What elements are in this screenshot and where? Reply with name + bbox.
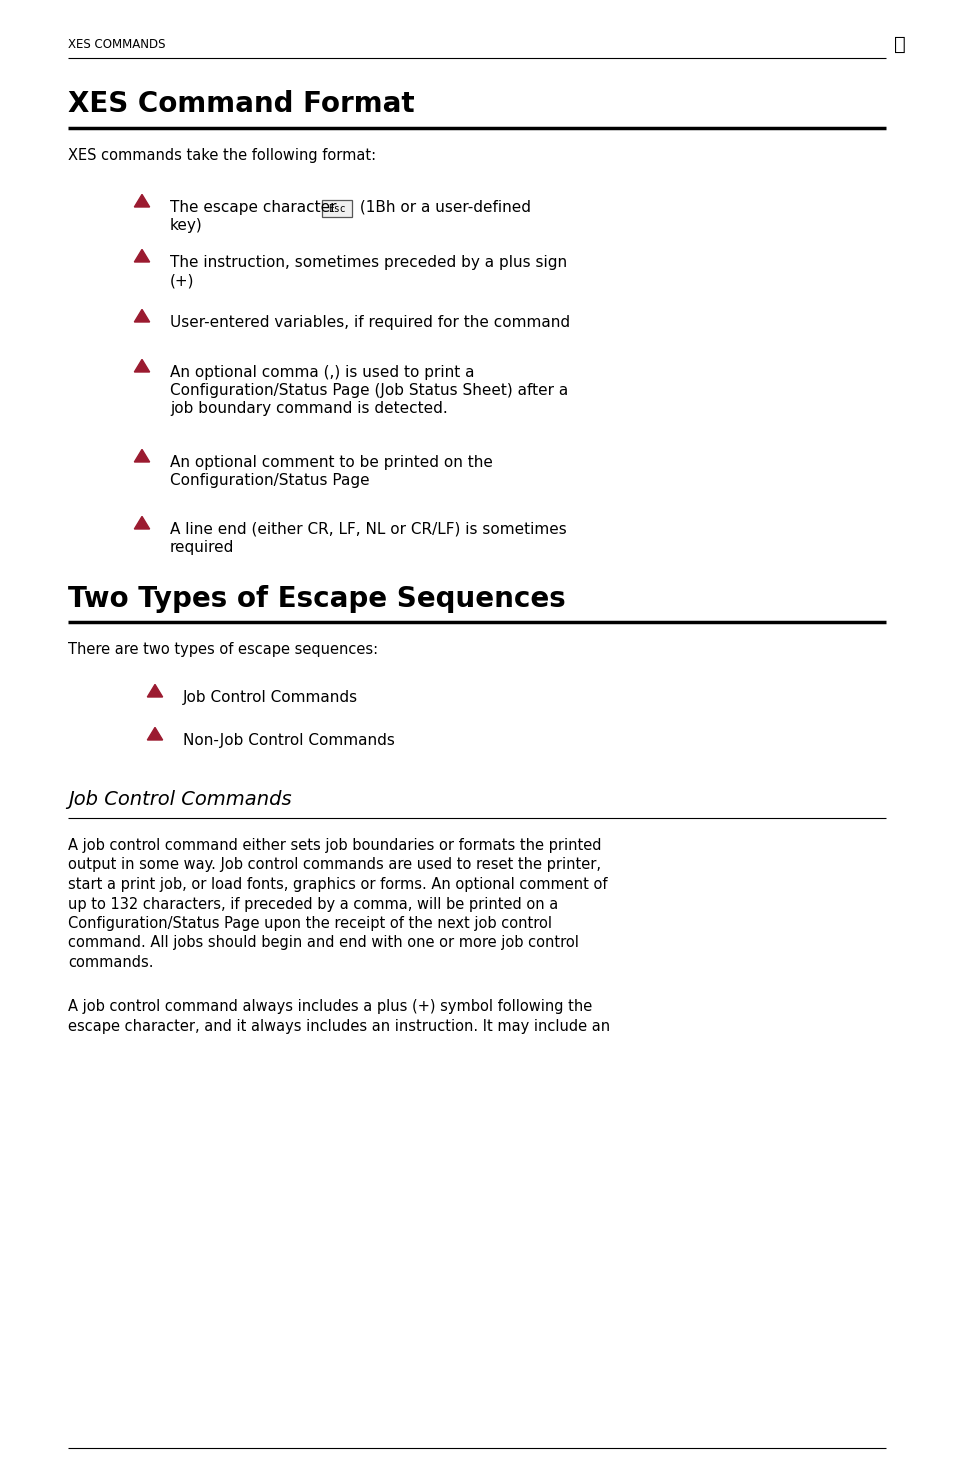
Polygon shape: [134, 249, 150, 263]
Polygon shape: [134, 450, 150, 462]
Text: A job control command either sets job boundaries or formats the printed: A job control command either sets job bo…: [68, 838, 601, 853]
Text: (1Bh or a user-defined: (1Bh or a user-defined: [355, 201, 531, 215]
Polygon shape: [134, 360, 150, 372]
Text: Configuration/Status Page: Configuration/Status Page: [170, 473, 369, 488]
Text: 🖨: 🖨: [893, 35, 905, 55]
Polygon shape: [134, 310, 150, 322]
Text: An optional comment to be printed on the: An optional comment to be printed on the: [170, 454, 493, 471]
Text: The escape character: The escape character: [170, 201, 341, 215]
Polygon shape: [147, 727, 162, 740]
Text: XES COMMANDS: XES COMMANDS: [68, 38, 165, 52]
Polygon shape: [134, 516, 150, 530]
Text: XES commands take the following format:: XES commands take the following format:: [68, 148, 375, 164]
Text: Configuration/Status Page (Job Status Sheet) after a: Configuration/Status Page (Job Status Sh…: [170, 384, 568, 398]
Text: The instruction, sometimes preceded by a plus sign: The instruction, sometimes preceded by a…: [170, 255, 566, 270]
Text: Two Types of Escape Sequences: Two Types of Escape Sequences: [68, 586, 565, 614]
Text: Esc: Esc: [328, 204, 345, 214]
Text: escape character, and it always includes an instruction. It may include an: escape character, and it always includes…: [68, 1019, 610, 1034]
Text: command. All jobs should begin and end with one or more job control: command. All jobs should begin and end w…: [68, 935, 578, 950]
Polygon shape: [134, 195, 150, 207]
Text: up to 132 characters, if preceded by a comma, will be printed on a: up to 132 characters, if preceded by a c…: [68, 897, 558, 912]
Text: User-entered variables, if required for the command: User-entered variables, if required for …: [170, 316, 570, 330]
Polygon shape: [147, 684, 162, 698]
Text: XES Command Format: XES Command Format: [68, 90, 415, 118]
FancyBboxPatch shape: [322, 201, 352, 217]
Text: (+): (+): [170, 273, 194, 288]
Text: A line end (either CR, LF, NL or CR/LF) is sometimes: A line end (either CR, LF, NL or CR/LF) …: [170, 522, 566, 537]
Text: key): key): [170, 218, 203, 233]
Text: An optional comma (,) is used to print a: An optional comma (,) is used to print a: [170, 364, 474, 381]
Text: Configuration/Status Page upon the receipt of the next job control: Configuration/Status Page upon the recei…: [68, 916, 552, 931]
Text: output in some way. Job control commands are used to reset the printer,: output in some way. Job control commands…: [68, 857, 600, 873]
Text: There are two types of escape sequences:: There are two types of escape sequences:: [68, 642, 377, 656]
Text: required: required: [170, 540, 234, 555]
Text: Job Control Commands: Job Control Commands: [68, 791, 292, 808]
Text: A job control command always includes a plus (+) symbol following the: A job control command always includes a …: [68, 1000, 592, 1015]
Text: Job Control Commands: Job Control Commands: [183, 690, 357, 705]
Text: commands.: commands.: [68, 954, 153, 971]
Text: Non-Job Control Commands: Non-Job Control Commands: [183, 733, 395, 748]
Text: start a print job, or load fonts, graphics or forms. An optional comment of: start a print job, or load fonts, graphi…: [68, 878, 607, 892]
Text: job boundary command is detected.: job boundary command is detected.: [170, 401, 447, 416]
